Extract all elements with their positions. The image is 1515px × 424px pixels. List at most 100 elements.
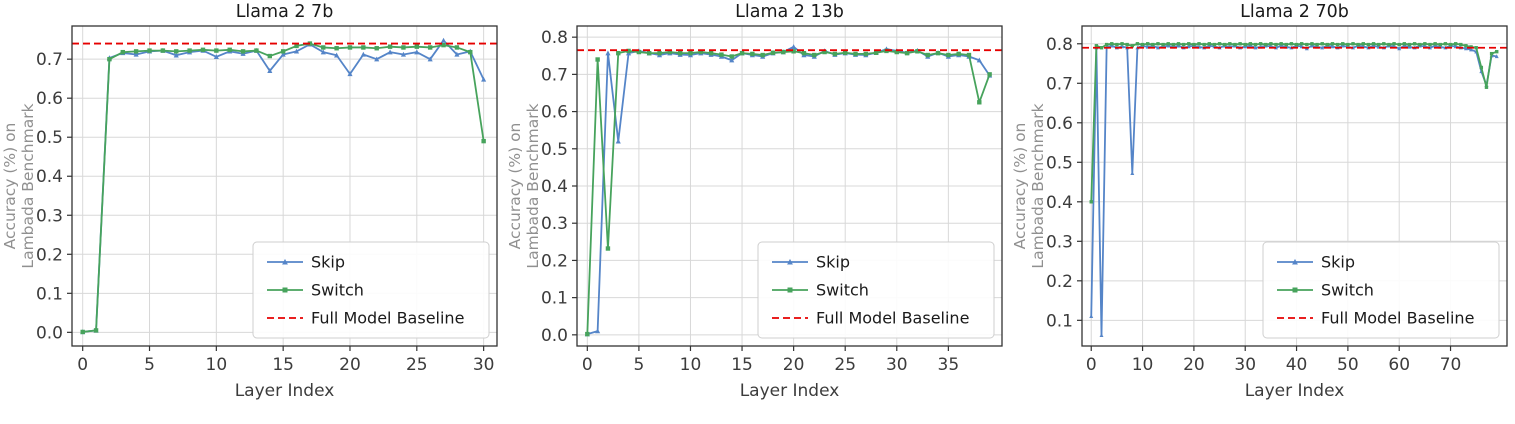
y-tick-label: 0.7 (541, 65, 568, 85)
series-marker (1325, 42, 1330, 47)
x-axis-label: Layer Index (235, 381, 335, 401)
legend-label: Switch (311, 281, 364, 300)
y-tick-label: 0.2 (36, 245, 63, 265)
series-marker (1176, 43, 1181, 48)
series-marker (729, 54, 734, 59)
series-marker (1089, 314, 1094, 319)
legend-label: Full Model Baseline (311, 309, 464, 328)
series-marker (294, 43, 299, 49)
series-marker (107, 56, 112, 62)
series-marker (915, 49, 920, 54)
series-marker (1402, 42, 1407, 46)
series-marker (282, 258, 288, 265)
y-tick-label: 0.0 (541, 326, 568, 346)
series-marker (1130, 44, 1135, 48)
series-marker (1192, 42, 1196, 47)
legend-label: Skip (816, 253, 850, 272)
series-marker (1459, 42, 1463, 47)
series-marker (1151, 42, 1155, 47)
legend: Skip Switch Full Model Baseline (757, 241, 995, 339)
series-marker (1171, 42, 1176, 47)
x-tick-label: 35 (938, 355, 960, 375)
series-marker (935, 50, 941, 56)
series-marker (1120, 42, 1124, 46)
series-marker (626, 48, 631, 54)
legend-label: Skip (311, 253, 345, 272)
series-marker (925, 52, 930, 58)
series-marker (1089, 200, 1093, 204)
y-tick-label: 0.3 (36, 206, 63, 226)
x-tick-label: 20 (1183, 355, 1205, 375)
legend: Skip Switch Full Model Baseline (252, 241, 490, 339)
series-marker (200, 47, 206, 53)
series-marker (1264, 42, 1268, 47)
series-marker (1130, 171, 1135, 176)
legend-box (1262, 241, 1500, 339)
series-marker (361, 45, 366, 50)
x-tick-label: 25 (834, 355, 856, 375)
x-tick-label: 0 (1086, 355, 1097, 375)
x-tick-label: 20 (339, 355, 361, 375)
series-marker (1495, 49, 1499, 54)
series-marker (977, 100, 982, 105)
series-marker (440, 37, 447, 43)
series-marker (1155, 45, 1160, 50)
series-marker (1258, 42, 1263, 46)
series-marker (1407, 44, 1412, 49)
y-tick-label: 0.5 (541, 140, 568, 160)
x-tick-label: 5 (144, 355, 155, 375)
series-marker (1443, 42, 1448, 46)
series-marker (1233, 42, 1237, 47)
series-marker (688, 50, 693, 56)
series-marker (946, 52, 951, 58)
series-marker (1361, 42, 1365, 46)
y-axis-label: Accuracy (%) on (1011, 123, 1029, 250)
series-marker (1453, 42, 1458, 46)
series-marker (1335, 42, 1340, 47)
axes-spines (71, 25, 498, 347)
series-marker (1494, 54, 1499, 59)
y-tick-label: 0.7 (36, 50, 63, 70)
series-marker (1222, 42, 1227, 47)
y-tick-label: 0.8 (1046, 35, 1073, 55)
series-marker (214, 48, 219, 53)
series-marker (427, 56, 433, 62)
series-marker (595, 328, 601, 334)
x-tick-label: 15 (272, 355, 294, 375)
series-marker (1279, 43, 1284, 48)
series-marker (791, 49, 796, 54)
series-marker (133, 51, 139, 57)
series-marker (1289, 42, 1294, 46)
y-tick-label: 0.6 (36, 89, 63, 109)
series-switch (1089, 42, 1499, 204)
series-marker (843, 50, 848, 55)
series-marker (801, 50, 807, 56)
series-marker (647, 50, 652, 56)
series-marker (240, 49, 246, 54)
y-tick-label: 0.4 (36, 167, 63, 187)
series-marker (481, 138, 486, 144)
series-marker (677, 50, 683, 56)
legend-label: Switch (816, 281, 869, 300)
x-tick-label: 10 (680, 355, 702, 375)
series-marker (334, 46, 339, 51)
series-marker (1402, 43, 1407, 48)
series-marker (160, 48, 166, 53)
chart-llama2-70b: 0 10 20 30 40 50 60 70 0.1 0.2 0.3 0.4 0.5 0.6 0.7 0.8 L… (1011, 2, 1508, 401)
series-marker (1397, 42, 1401, 47)
series-marker (1176, 42, 1181, 46)
series-marker (1474, 46, 1478, 50)
y-tick-label: 0.4 (541, 177, 568, 197)
series-marker (1284, 42, 1288, 47)
series-marker (1109, 43, 1114, 48)
series-marker (1135, 42, 1140, 46)
y-tick-label: 0.0 (36, 323, 63, 343)
series-marker (667, 49, 673, 55)
series-marker (636, 49, 642, 55)
series-marker (1397, 46, 1402, 51)
series-marker (133, 49, 139, 54)
series-marker (1294, 42, 1299, 47)
series-marker (1292, 287, 1298, 293)
series-marker (976, 57, 982, 63)
